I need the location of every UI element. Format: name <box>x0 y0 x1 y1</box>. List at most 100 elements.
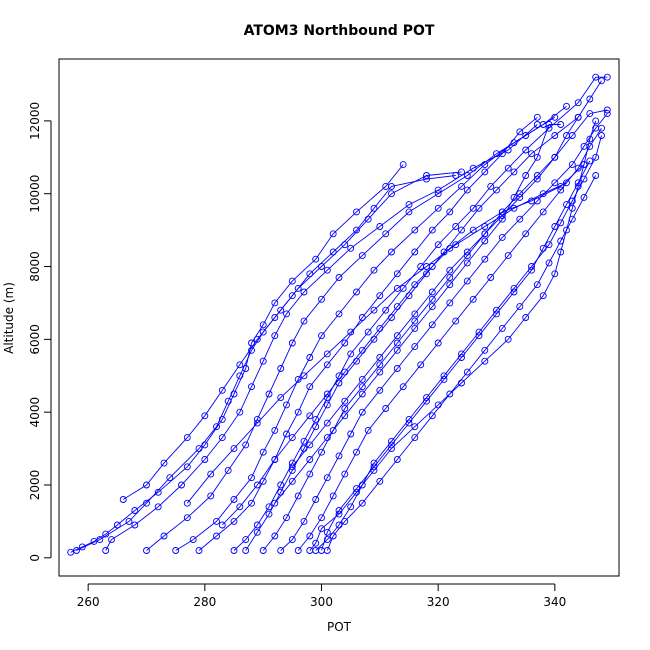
data-point <box>376 292 384 300</box>
data-point <box>522 132 530 139</box>
data-point <box>160 459 168 467</box>
data-point <box>218 386 226 394</box>
data-point <box>253 481 261 489</box>
data-point <box>481 237 489 245</box>
data-point <box>393 456 401 463</box>
data-point <box>452 241 460 249</box>
data-point <box>143 481 150 489</box>
data-point <box>73 547 80 554</box>
data-point <box>347 328 355 336</box>
data-point <box>341 470 349 478</box>
data-point <box>528 266 535 274</box>
data-point <box>481 230 489 238</box>
data-point <box>236 372 244 380</box>
data-point <box>393 284 401 292</box>
series-line <box>186 182 567 504</box>
data-point <box>294 284 302 292</box>
series-line <box>245 80 602 551</box>
data-point <box>516 128 524 136</box>
data-point <box>434 401 442 409</box>
data-point <box>259 321 267 329</box>
data-point <box>358 346 366 354</box>
data-point <box>528 150 535 158</box>
data-point <box>370 466 378 474</box>
data-point <box>323 528 331 536</box>
data-point <box>539 208 547 216</box>
data-point <box>545 259 553 267</box>
series <box>294 124 605 554</box>
data-point <box>271 426 279 434</box>
data-point <box>533 281 541 289</box>
data-point <box>195 547 203 554</box>
series-line <box>262 109 608 551</box>
data-point <box>271 532 279 540</box>
y-tick-label: 8000 <box>28 251 42 282</box>
data-point <box>423 263 430 270</box>
data-point <box>516 215 524 223</box>
data-point <box>393 303 401 311</box>
data-point <box>405 419 413 427</box>
data-point <box>329 426 337 434</box>
data-point <box>405 201 413 209</box>
data-point <box>318 525 325 533</box>
data-point <box>306 532 314 540</box>
data-point <box>253 419 261 427</box>
data-point <box>288 292 296 300</box>
data-point <box>463 172 471 179</box>
data-point <box>475 332 483 340</box>
data-point <box>586 110 594 118</box>
data-point <box>283 401 290 409</box>
data-point <box>288 277 296 285</box>
data-point <box>592 153 600 161</box>
data-point <box>294 547 302 554</box>
data-point <box>306 412 314 420</box>
data-point <box>393 346 401 354</box>
data-point <box>288 536 296 544</box>
data-point <box>603 106 611 114</box>
data-point <box>533 175 541 183</box>
data-point <box>370 266 378 274</box>
series-line <box>175 105 567 551</box>
data-point <box>347 350 355 358</box>
data-point <box>370 204 378 212</box>
data-point <box>271 299 279 307</box>
data-point <box>574 182 582 190</box>
data-point <box>236 361 244 369</box>
data-point <box>113 521 121 529</box>
series-layer <box>67 73 611 556</box>
data-point <box>382 405 390 412</box>
data-point <box>341 339 349 347</box>
data-point <box>358 375 366 383</box>
data-point <box>423 270 430 278</box>
data-point <box>335 310 343 318</box>
data-point <box>329 532 337 540</box>
data-point <box>376 361 384 369</box>
data-point <box>463 259 471 267</box>
data-point <box>411 317 419 325</box>
data-point <box>230 517 238 525</box>
series <box>230 73 611 554</box>
series <box>143 113 559 554</box>
series <box>259 106 611 554</box>
data-point <box>376 477 384 485</box>
data-point <box>306 270 314 278</box>
data-point <box>481 346 489 354</box>
data-point <box>557 121 565 128</box>
data-point <box>119 496 127 503</box>
data-point <box>388 441 395 449</box>
data-point <box>364 426 372 434</box>
data-point <box>504 164 512 172</box>
data-point <box>574 164 582 172</box>
data-point <box>253 521 261 529</box>
data-point <box>283 430 290 438</box>
data-point <box>318 514 325 522</box>
data-point <box>108 536 115 544</box>
data-point <box>306 354 314 361</box>
data-point <box>393 270 401 278</box>
data-point <box>580 161 588 169</box>
data-point <box>323 536 331 544</box>
data-point <box>446 244 454 252</box>
data-point <box>458 354 465 361</box>
data-point <box>160 532 168 540</box>
data-point <box>481 223 489 230</box>
